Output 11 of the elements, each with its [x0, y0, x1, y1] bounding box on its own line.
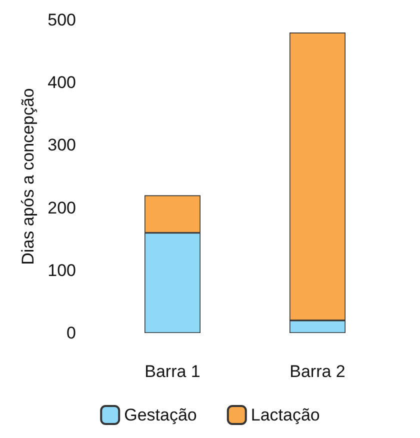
y-tick-label: 200 [48, 198, 76, 218]
x-tick-label: Barra 1 [144, 362, 200, 381]
y-tick-label: 400 [48, 73, 76, 92]
y-tick-label: 500 [48, 10, 76, 30]
y-axis-title: Dias após a concepção [18, 88, 38, 265]
x-tick-label: Barra 2 [290, 362, 346, 381]
y-tick-label: 0 [66, 324, 76, 342]
legend-label: Lactação [250, 406, 320, 424]
legend-label: Gestação [124, 406, 197, 424]
y-tick-label: 300 [48, 136, 76, 155]
y-tick-label: 100 [48, 260, 76, 280]
